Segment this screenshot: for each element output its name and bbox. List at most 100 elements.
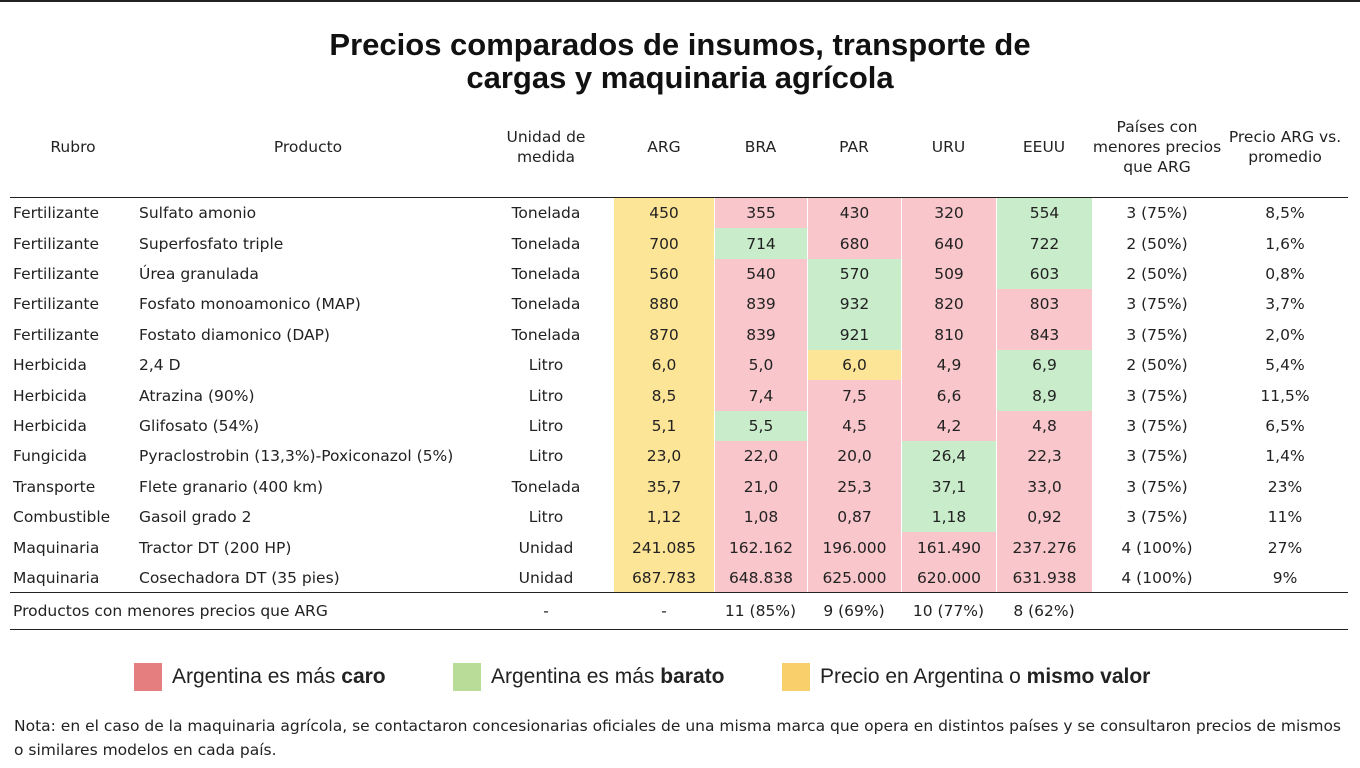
cell-eeuu: 603 xyxy=(996,258,1092,290)
cell-rubro: Transporte xyxy=(13,477,96,496)
cell-arg: 23,0 xyxy=(614,441,714,472)
cell-uru: 620.000 xyxy=(901,562,996,594)
cell-producto: Fostato diamonico (DAP) xyxy=(139,325,330,344)
legend-item-expensive: Argentina es más caro xyxy=(134,660,386,694)
cell-producto: Úrea granulada xyxy=(139,264,259,283)
cell-unidad: Litro xyxy=(528,447,564,466)
cell-rubro: Fertilizante xyxy=(13,204,100,223)
footer-uru: 10 (77%) xyxy=(912,602,985,620)
cell-producto: Fosfato monoamonico (MAP) xyxy=(139,295,361,314)
cell-uru: 810 xyxy=(901,319,996,350)
header-rubro: Rubro xyxy=(50,138,96,156)
header-bra: BRA xyxy=(744,138,777,156)
table-row: Herbicida 2,4 D Litro 6,0 5,0 6,0 4,9 6,9 2 (50%… xyxy=(10,350,1348,381)
cell-par: 570 xyxy=(807,258,901,290)
table-header: Rubro Producto Unidad de medida ARG BRA … xyxy=(10,97,1348,198)
cell-par: 921 xyxy=(807,319,901,350)
cell-eeuu: 631.938 xyxy=(996,562,1092,594)
cell-unidad: Tonelada xyxy=(511,325,581,344)
legend-swatch-cheaper xyxy=(453,663,481,691)
cell-arg: 35,7 xyxy=(614,471,714,502)
cell-precio: 9% xyxy=(1272,568,1298,587)
cell-arg: 241.085 xyxy=(614,532,714,563)
cell-uru: 820 xyxy=(901,289,996,320)
cell-par: 6,0 xyxy=(807,350,901,381)
cell-producto: 2,4 D xyxy=(139,356,181,375)
cell-arg: 1,12 xyxy=(614,502,714,533)
cell-precio: 1,6% xyxy=(1265,234,1305,253)
cell-eeuu: 803 xyxy=(996,289,1092,320)
cell-bra: 839 xyxy=(714,319,807,350)
cell-bra: 5,5 xyxy=(714,410,807,442)
legend-swatch-expensive xyxy=(134,663,162,691)
cell-unidad: Tonelada xyxy=(511,204,581,223)
footer-unidad: - xyxy=(543,602,549,620)
cell-bra: 839 xyxy=(714,289,807,320)
table-row: Fertilizante Úrea granulada Tonelada 560 540… xyxy=(10,258,1348,290)
cell-arg: 880 xyxy=(614,289,714,320)
cell-eeuu: 8,9 xyxy=(996,380,1092,411)
cell-bra: 162.162 xyxy=(714,532,807,563)
cell-arg: 870 xyxy=(614,319,714,350)
cell-uru: 6,6 xyxy=(901,380,996,411)
table-footer: Productos con menores precios que ARG - … xyxy=(10,592,1348,630)
header-arg: ARG xyxy=(647,138,681,156)
table-row: Fertilizante Fostato diamonico (DAP) Tonel… xyxy=(10,319,1348,350)
legend-argentina-text: Precio en Argentina o xyxy=(820,665,1027,688)
cell-paises: 2 (50%) xyxy=(1126,234,1188,253)
cell-unidad: Unidad xyxy=(518,568,574,587)
cell-eeuu: 554 xyxy=(996,198,1092,229)
cell-precio: 2,0% xyxy=(1265,325,1305,344)
cell-paises: 3 (75%) xyxy=(1126,204,1188,223)
cell-producto: Cosechadora DT (35 pies) xyxy=(139,568,340,587)
cell-precio: 0,8% xyxy=(1265,264,1305,283)
cell-bra: 5,0 xyxy=(714,350,807,381)
cell-eeuu: 33,0 xyxy=(996,471,1092,502)
cell-precio: 11,5% xyxy=(1260,386,1310,405)
cell-producto: Tractor DT (200 HP) xyxy=(139,538,292,557)
table-row: Fertilizante Fosfato monoamonico (MAP) Ton… xyxy=(10,289,1348,320)
cell-paises: 4 (100%) xyxy=(1121,538,1193,557)
legend: Argentina es más caro Argentina es más b… xyxy=(0,660,1360,694)
cell-precio: 6,5% xyxy=(1265,416,1305,435)
cell-producto: Atrazina (90%) xyxy=(139,386,255,405)
header-paises: Países con menores precios que ARG xyxy=(1092,118,1222,176)
cell-unidad: Litro xyxy=(528,386,564,405)
cell-par: 4,5 xyxy=(807,410,901,442)
cell-eeuu: 843 xyxy=(996,319,1092,350)
table-row: Herbicida Glifosato (54%) Litro 5,1 5,5 4,5 4,… xyxy=(10,410,1348,442)
header-eeuu: EEUU xyxy=(1022,138,1066,156)
table-row: Fungicida Pyraclostrobin (13,3%)-Poxicona… xyxy=(10,441,1348,472)
cell-par: 7,5 xyxy=(807,380,901,411)
cell-eeuu: 722 xyxy=(996,228,1092,259)
header-uru: URU xyxy=(931,138,966,156)
legend-argentina-bold: mismo valor xyxy=(1026,665,1151,688)
cell-precio: 5,4% xyxy=(1265,356,1305,375)
cell-precio: 27% xyxy=(1267,538,1303,557)
cell-rubro: Fertilizante xyxy=(13,234,100,253)
cell-eeuu: 6,9 xyxy=(996,350,1092,381)
cell-paises: 3 (75%) xyxy=(1126,416,1188,435)
cell-arg: 8,5 xyxy=(614,380,714,411)
cell-arg: 560 xyxy=(614,258,714,290)
cell-unidad: Unidad xyxy=(518,538,574,557)
table-row: Fertilizante Sulfato amonio Tonelada 450 355… xyxy=(10,198,1348,229)
cell-arg: 700 xyxy=(614,228,714,259)
cell-unidad: Litro xyxy=(528,416,564,435)
cell-producto: Glifosato (54%) xyxy=(139,416,260,435)
cell-par: 625.000 xyxy=(807,562,901,594)
cell-uru: 37,1 xyxy=(901,471,996,502)
table-row: Transporte Flete granario (400 km) Tonelad… xyxy=(10,471,1348,502)
header-precio: Precio ARG vs. promedio xyxy=(1228,128,1342,166)
title-line-2: cargas y maquinaria agrícola xyxy=(466,60,894,95)
cell-rubro: Fertilizante xyxy=(13,264,100,283)
cell-arg: 5,1 xyxy=(614,410,714,442)
cell-rubro: Fungicida xyxy=(13,447,88,466)
cell-par: 0,87 xyxy=(807,502,901,533)
footnote: Nota: en el caso de la maquinaria agríco… xyxy=(14,717,1341,759)
cell-bra: 1,08 xyxy=(714,502,807,533)
header-par: PAR xyxy=(839,138,869,156)
cell-bra: 540 xyxy=(714,258,807,290)
cell-eeuu: 237.276 xyxy=(996,532,1092,563)
cell-rubro: Fertilizante xyxy=(13,325,100,344)
